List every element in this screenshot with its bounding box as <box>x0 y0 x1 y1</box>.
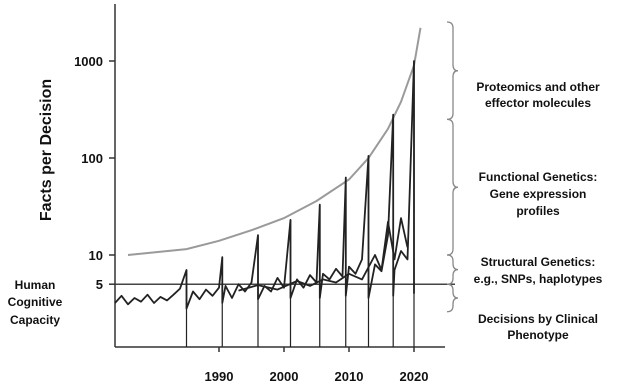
capacity-label-line: Human <box>15 278 56 292</box>
bracket-label-line: Gene expression <box>490 187 587 201</box>
bracket-1 <box>446 21 459 121</box>
bracket-label-line: effector molecules <box>485 96 591 110</box>
bracket-3 <box>446 254 459 285</box>
bracket-label-line: profiles <box>516 204 560 218</box>
x-tick-label: 1990 <box>205 369 234 383</box>
bracket-2 <box>446 118 459 256</box>
y-tick-label: 100 <box>81 151 103 166</box>
envelope-curve <box>127 27 422 256</box>
bracket-label-line: Phenotype <box>507 328 569 342</box>
bracket-4 <box>446 283 459 313</box>
series-line-2 <box>238 217 409 292</box>
y-tick-label: 10 <box>89 248 103 263</box>
x-tick-label: 2000 <box>270 369 299 383</box>
y-axis-label: Facts per Decision <box>38 79 55 221</box>
x-tick-label: 2010 <box>335 369 364 383</box>
bracket-label-line: Functional Genetics: <box>479 170 598 184</box>
series-line-1 <box>114 60 415 310</box>
bracket-label-line: Decisions by Clinical <box>478 312 598 326</box>
y-tick-label: 1000 <box>74 54 103 69</box>
x-tick-label: 2020 <box>400 369 429 383</box>
y-tick-label: 5 <box>96 277 103 292</box>
bracket-label-line: e.g., SNPs, haplotypes <box>474 272 603 286</box>
capacity-label-line: Cognitive <box>8 295 63 309</box>
capacity-label-line: Capacity <box>10 313 60 327</box>
bracket-label-line: Proteomics and other <box>476 80 600 94</box>
bracket-label-line: Structural Genetics: <box>481 255 596 269</box>
